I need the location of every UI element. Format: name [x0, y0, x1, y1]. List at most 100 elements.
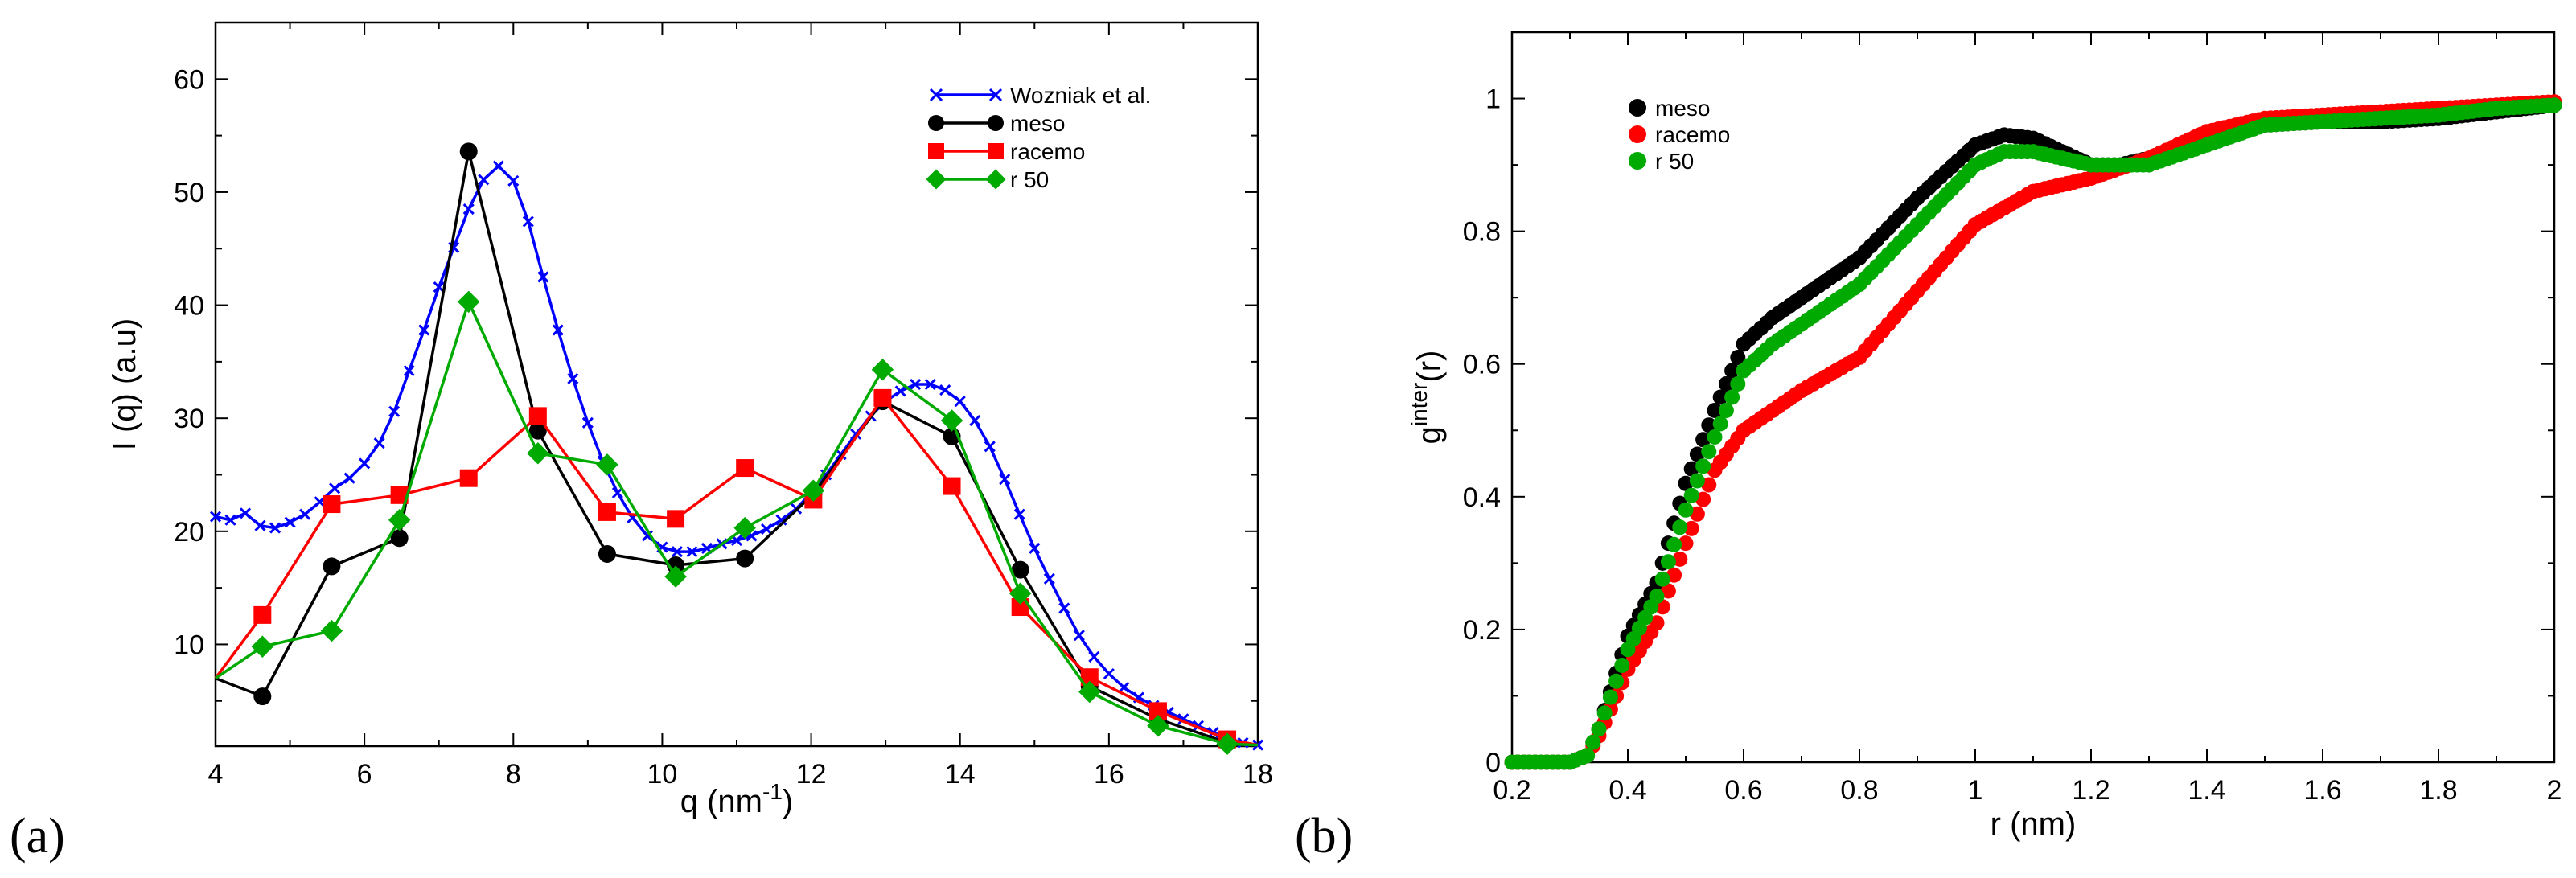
chart-b-point-racemo	[1649, 615, 1665, 631]
chart-a-x-label-end: )	[783, 784, 793, 819]
chart-a-legend-marker	[928, 143, 944, 159]
chart-b-y-tick-label: 0	[1485, 748, 1501, 778]
chart-a-y-tick-label: 40	[174, 291, 204, 322]
chart-a-point-wozniak-et-al	[373, 437, 385, 449]
chart-a-legend-item-wozniak-et-al: Wozniak et al.	[929, 83, 1151, 108]
chart-a-point-wozniak-et-al	[924, 378, 936, 391]
chart-a-point-wozniak-et-al	[329, 482, 341, 494]
chart-b-point-r-50	[1689, 473, 1705, 489]
chart-a-series-r-50	[215, 290, 1259, 755]
chart-a-point-racemo	[736, 459, 754, 478]
chart-a-legend-item-racemo: racemo	[928, 139, 1085, 164]
chart-a-point-meso	[736, 549, 754, 568]
chart-a-point-wozniak-et-al	[492, 160, 504, 172]
chart-a-panel-label: (a)	[10, 809, 65, 864]
chart-b-y-tick-label: 0.4	[1463, 482, 1501, 513]
chart-b-point-meso	[1730, 350, 1746, 365]
chart-b-point-meso	[1689, 446, 1705, 462]
chart-a-x-tick-label: 18	[1243, 759, 1273, 790]
chart-a-x-tick-label: 16	[1094, 759, 1124, 790]
chart-b-ticks: 0.2 0.4 0.6 0.8 1 1.2 1.4 1.6 1.8 200.20.40.60.81	[1463, 31, 2562, 806]
chart-b-point-r-50	[1701, 444, 1717, 460]
chart-a-point-wozniak-et-al	[403, 365, 415, 377]
chart-a-point-r-50	[1147, 714, 1169, 737]
chart-a-x-label-main: q (nm	[680, 784, 762, 819]
chart-a-point-wozniak-et-al	[910, 378, 922, 391]
chart-a-point-wozniak-et-al	[343, 472, 355, 484]
chart-a-point-r-50	[802, 479, 825, 502]
chart-a-point-wozniak-et-al	[224, 514, 236, 526]
chart-a-point-r-50	[1216, 732, 1239, 755]
chart-a-y-tick-label: 10	[174, 630, 204, 660]
chart-b-point-r-50	[1718, 403, 1734, 418]
chart-a-point-meso	[1011, 560, 1029, 579]
chart-a-legend-marker	[988, 143, 1004, 159]
chart-b-point-r-50	[1649, 589, 1665, 605]
chart-b-point-r-50	[1591, 721, 1607, 737]
chart-a-x-tick-label: 4	[208, 759, 224, 790]
chart-b-point-r-50	[1660, 554, 1676, 570]
chart-a-point-racemo	[390, 486, 409, 504]
chart-a-point-meso	[459, 142, 478, 161]
chart-a-point-r-50	[596, 453, 618, 476]
chart-b-point-racemo	[1701, 477, 1717, 493]
chart-b-x-tick-label: 0.2	[1493, 775, 1530, 806]
chart-a-point-wozniak-et-al	[433, 281, 445, 293]
chart-b-point-racemo	[1666, 567, 1682, 583]
chart-b-y-tick-label: 0.8	[1463, 217, 1501, 248]
chart-a-point-wozniak-et-al	[1058, 602, 1070, 614]
chart-b-point-r-50	[1580, 748, 1596, 764]
chart-a-point-wozniak-et-al	[478, 174, 490, 186]
chart-a-point-racemo	[323, 495, 341, 514]
chart-b-point-r-50	[1707, 429, 1723, 445]
chart-b-point-meso	[1678, 475, 1694, 491]
chart-a-legend-label: Wozniak et al.	[1010, 83, 1151, 108]
chart-a-x-tick-label: 8	[506, 759, 521, 790]
chart-a-y-tick-label: 60	[174, 64, 204, 95]
chart-a-point-racemo	[253, 605, 272, 624]
chart-a-point-racemo	[1080, 668, 1099, 687]
chart-b-point-r-50	[1672, 519, 1688, 535]
chart-a-ticks: 4 6 8 10 12 14 16 18 10 20 30 40 50 60	[174, 23, 1273, 790]
chart-a-series-line-r-50	[215, 297, 1259, 747]
chart-b-series	[1504, 94, 2562, 770]
chart-a-series-meso	[215, 142, 1259, 752]
chart-b-x-axis-label: r (nm)	[1991, 806, 2077, 842]
chart-a-point-wozniak-et-al	[269, 522, 281, 534]
chart-b-y-tick-label: 0.2	[1463, 615, 1501, 646]
chart-a-point-racemo	[667, 510, 685, 528]
chart-b-point-r-50	[1654, 571, 1670, 587]
chart-a-point-wozniak-et-al	[939, 384, 951, 396]
chart-a-legend-marker	[985, 169, 1006, 190]
chart-a-point-wozniak-et-al	[388, 405, 401, 417]
chart-b-point-r-50	[1608, 673, 1625, 689]
chart-b-point-r-50	[1602, 689, 1618, 705]
chart-b-legend-item-racemo: racemo	[1629, 122, 1730, 147]
chart-a-point-wozniak-et-al	[299, 508, 311, 520]
chart-b-x-tick-label: 1.8	[2419, 775, 2457, 806]
chart-b-point-r-50	[1683, 487, 1699, 503]
chart-b-point-r-50	[1730, 376, 1746, 392]
chart-a-point-r-50	[940, 409, 963, 432]
chart-a-point-wozniak-et-al	[284, 516, 296, 528]
chart-a-point-r-50	[1009, 582, 1032, 605]
chart-b-y-axis-label: ginter(r)	[1407, 351, 1447, 445]
chart-a-point-wozniak-et-al	[1073, 630, 1085, 642]
chart-b-x-tick-label: 1.6	[2303, 775, 2341, 806]
chart-b-x-tick-label: 1	[1968, 775, 1983, 806]
chart-a-point-wozniak-et-al	[1118, 681, 1130, 693]
chart-b-x-tick-label: 2	[2547, 775, 2562, 806]
chart-b-point-racemo	[1683, 520, 1699, 536]
chart-a-point-racemo	[943, 477, 961, 495]
chart-a-x-tick-label: 14	[945, 759, 976, 790]
chart-a-legend-marker	[988, 88, 1003, 102]
chart-a-point-wozniak-et-al	[418, 324, 430, 336]
chart-a-point-wozniak-et-al	[552, 324, 564, 336]
chart-b-legend-marker	[1629, 125, 1646, 143]
chart-a-point-wozniak-et-al	[775, 514, 787, 526]
chart-b-point-racemo	[1678, 535, 1694, 552]
chart-b-point-meso	[1724, 363, 1740, 379]
chart-b-point-racemo	[1695, 491, 1711, 507]
chart-a-point-wozniak-et-al	[984, 441, 996, 453]
